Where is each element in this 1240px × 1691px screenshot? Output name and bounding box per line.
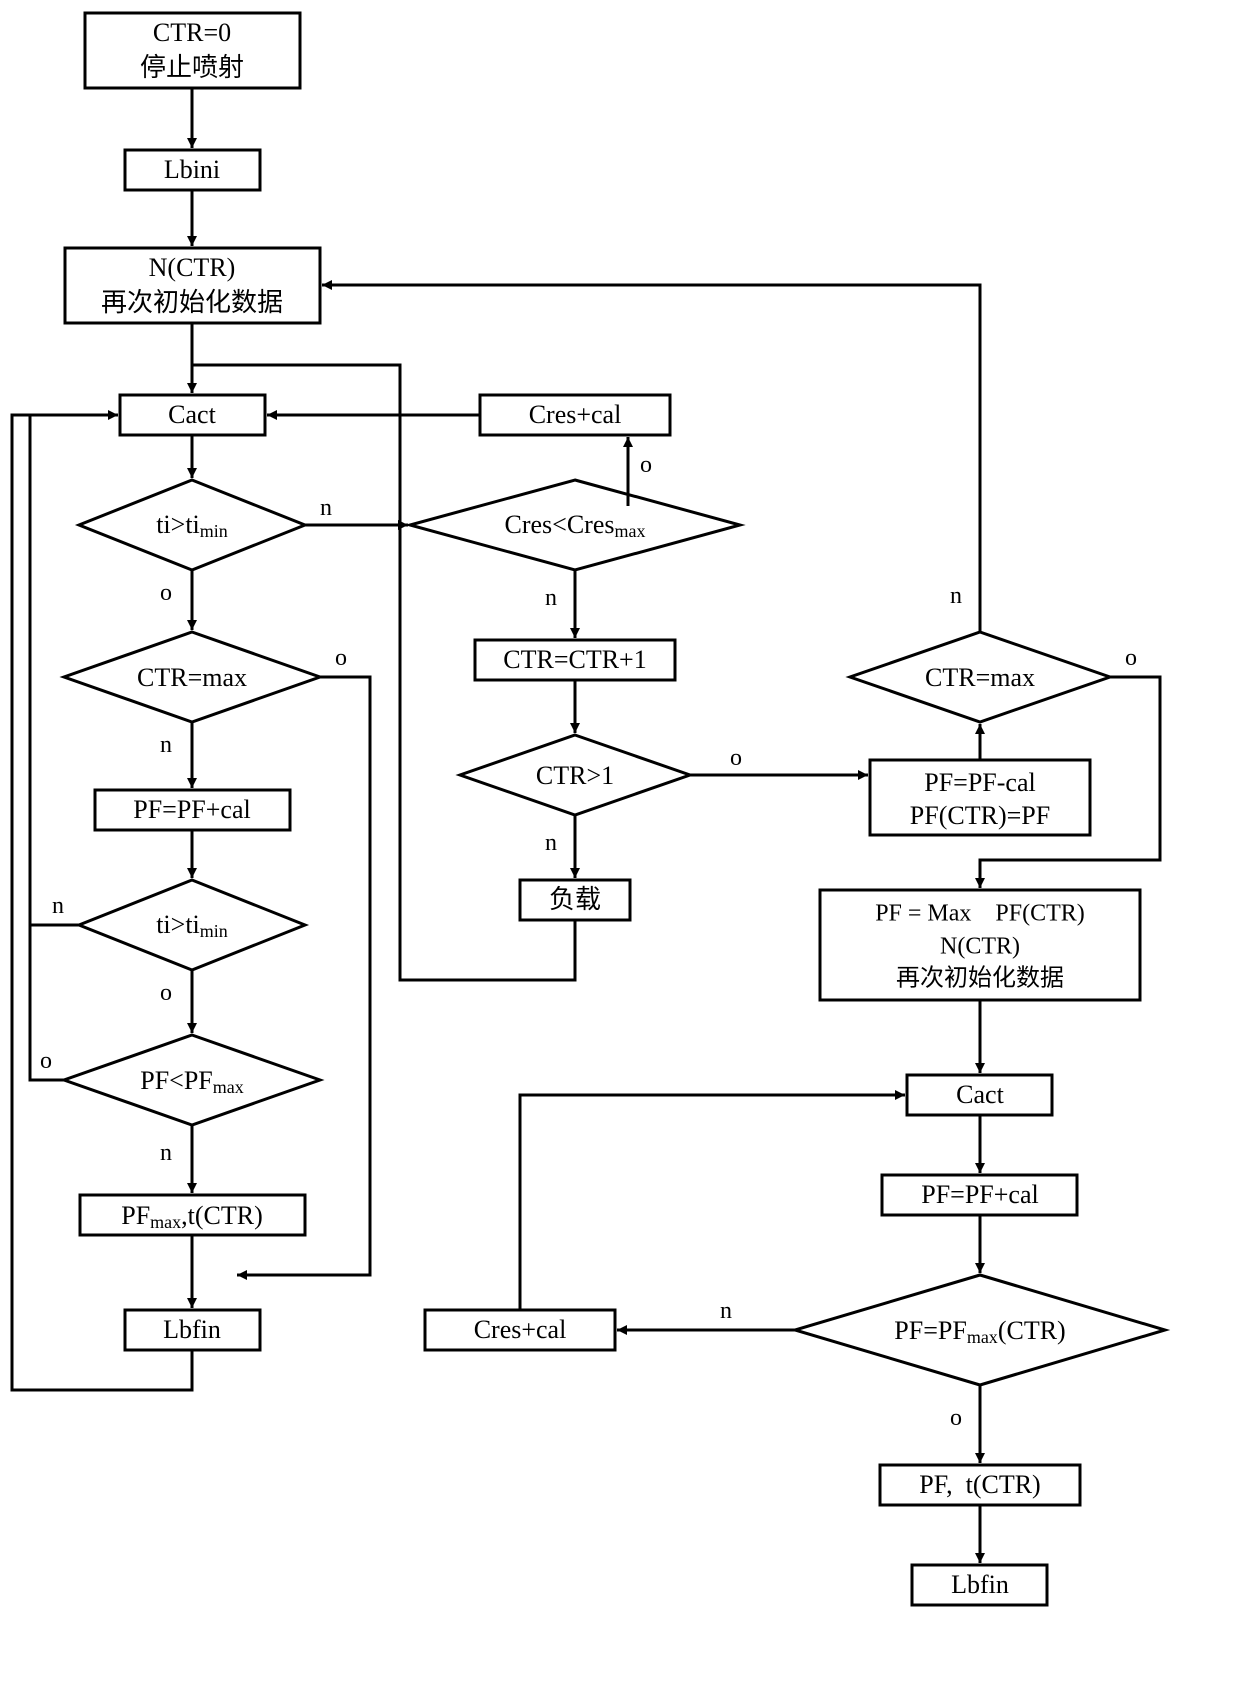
svg-text:PFmax,t(CTR): PFmax,t(CTR) [121, 1201, 263, 1232]
lbl-n2: n [160, 732, 172, 758]
n17-l1: CTR=max [925, 663, 1035, 692]
n21-l1: PF=PF+cal [921, 1180, 1038, 1209]
n18-l2: PF(CTR)=PF [910, 801, 1050, 830]
lbl-n5: n [950, 583, 962, 609]
svg-text:PF, t(CTR): PF, t(CTR) [919, 1470, 1040, 1499]
n19-l3: 再次初始化数据 [896, 965, 1064, 992]
n7-l1: PF=PF+cal [133, 795, 250, 824]
lbl-o8: o [950, 1405, 962, 1431]
n14-l1: CTR=CTR+1 [503, 645, 646, 674]
n12-l1: Cres+cal [529, 400, 622, 429]
lbl-o3: o [160, 980, 172, 1006]
n2-l1: Lbini [164, 155, 220, 184]
n4-l1: Cact [168, 400, 216, 429]
n11-l1: Lbfin [163, 1315, 221, 1344]
n15-l1: CTR>1 [536, 761, 614, 790]
lbl-o6: o [730, 745, 742, 771]
lbl-n1: n [320, 495, 332, 521]
svg-text:停止喷射: 停止喷射 [140, 53, 244, 82]
n23-l1: Cres+cal [474, 1315, 567, 1344]
lbl-n7: n [545, 830, 557, 856]
lbl-o5: o [640, 452, 652, 478]
n19-l2: N(CTR) [940, 934, 1020, 960]
lbl-o7: o [1125, 645, 1137, 671]
n6-l1: CTR=max [137, 663, 247, 692]
flowchart: CTR=0 停止喷射 Lbini N(CTR) 再次初始化数据 Cact ti>… [0, 0, 1240, 1691]
n1-l1: CTR=0 [153, 18, 231, 47]
lbl-n4: n [160, 1140, 172, 1166]
lbl-n3: n [52, 893, 64, 919]
n20-l1: Cact [956, 1080, 1004, 1109]
svg-text:CTR=0: CTR=0 [153, 18, 231, 47]
n16-l1: 负载 [549, 885, 601, 914]
n3-l2: 再次初始化数据 [101, 288, 283, 317]
n25-l1: Lbfin [951, 1570, 1009, 1599]
svg-text:PF = Max PF(CTR): PF = Max PF(CTR) [875, 901, 1085, 927]
n18-l1: PF=PF-cal [924, 768, 1035, 797]
lbl-o4: o [40, 1048, 52, 1074]
lbl-n6: n [545, 585, 557, 611]
lbl-o1: o [160, 580, 172, 606]
n3-l1: N(CTR) [149, 253, 236, 282]
n1-l2: 停止喷射 [140, 53, 244, 82]
lbl-o2: o [335, 645, 347, 671]
lbl-n8: n [720, 1298, 732, 1324]
